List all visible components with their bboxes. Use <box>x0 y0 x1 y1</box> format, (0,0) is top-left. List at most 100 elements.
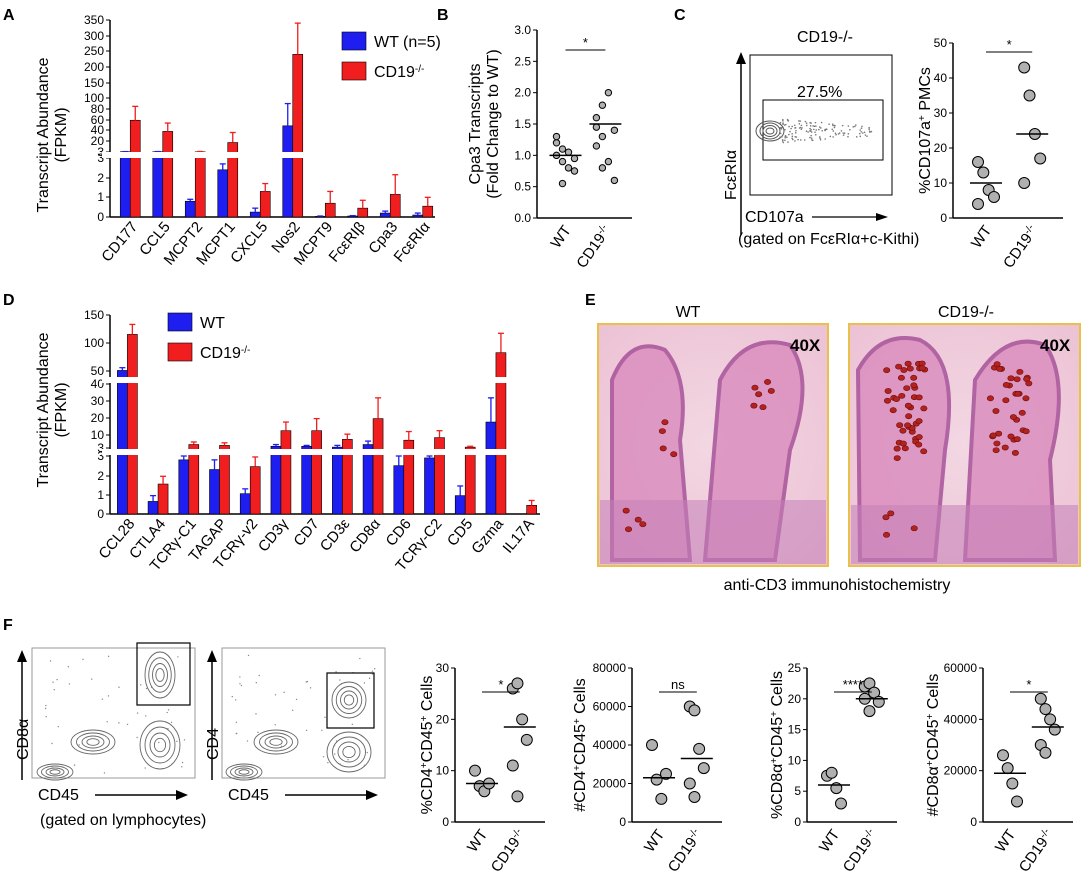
c-event-dot <box>835 133 837 136</box>
flow-plots-f: CD8α CD45 CD4 CD45 (gated on lymphocytes… <box>15 642 386 829</box>
F1-point-ko <box>511 790 524 803</box>
e-cd3-cell <box>759 404 767 411</box>
A-ytick-label: 150 <box>84 76 104 90</box>
f-event-dot <box>335 671 337 673</box>
e-cd3-cell <box>993 361 1001 368</box>
f-event-dot <box>247 654 250 657</box>
f-contour <box>153 737 167 753</box>
e-cd3-cell <box>904 360 912 367</box>
f-flow-contours <box>36 651 376 781</box>
e-cd3-cell <box>1022 395 1030 402</box>
chart-c: 0 10 20 30 40 50 WT CD19-/- * %CD107a+ PMCs <box>917 36 1063 271</box>
c-event-dot <box>809 121 811 124</box>
C-point-wt <box>988 191 1000 203</box>
C-ytick-label: 10 <box>934 176 948 190</box>
e-cd3-cell <box>901 445 909 452</box>
F2-ytick-label: 60000 <box>593 700 627 714</box>
A-legend-swatch <box>341 61 367 81</box>
F3-ytick-label: 20 <box>788 692 802 706</box>
f-contour <box>337 741 361 763</box>
f-event-dot <box>231 695 233 698</box>
A-legend-swatch <box>341 31 367 51</box>
f1-gate <box>136 642 191 706</box>
e-cd3-cell <box>884 388 892 394</box>
c-flow-frame <box>749 54 893 196</box>
c-flow-events <box>755 118 873 144</box>
c-event-dot <box>779 136 781 138</box>
F3-ytick-label: 15 <box>788 723 802 737</box>
f-contour <box>259 732 293 752</box>
A-legend-label: CD19-/- <box>374 64 424 82</box>
f-event-dot <box>67 666 70 668</box>
F2-ytick-label: 20000 <box>593 777 627 791</box>
D-bar-wt <box>485 421 497 515</box>
f-contour <box>234 767 254 777</box>
f-event-dot <box>363 682 366 684</box>
c-event-dot <box>825 128 828 131</box>
e-cd3-cell <box>670 451 678 458</box>
c-event-dot <box>804 120 807 123</box>
D-axis-break <box>102 377 540 383</box>
f-contour <box>230 765 258 779</box>
f-contour <box>144 651 176 699</box>
f-event-dot <box>181 766 183 768</box>
e-cd3-cell <box>658 428 666 434</box>
B-point-ko <box>592 114 601 122</box>
f2-x-arrowhead <box>366 790 378 800</box>
D-legend-swatch <box>167 312 193 332</box>
e-cd3-cell <box>899 427 907 434</box>
A-ytick-label: 100 <box>84 91 104 105</box>
f-event-dot <box>107 655 110 658</box>
c-event-dot <box>795 129 797 132</box>
f-gated-label: (gated on lymphocytes) <box>40 812 206 829</box>
F2-point-wt <box>655 792 668 805</box>
D-ytick-label: 3 <box>97 441 104 455</box>
c-event-dot <box>794 135 797 138</box>
A-legend-label: WT (n=5) <box>374 34 441 51</box>
F4-point-ko <box>1039 703 1052 716</box>
A-ytick-label: 200 <box>84 60 104 74</box>
B-point-wt <box>552 132 561 141</box>
c-flow-title: CD19-/- <box>797 29 853 46</box>
c-event-dot <box>854 125 856 128</box>
F4-point-ko <box>1039 746 1052 759</box>
B-ytick-label: 2.0 <box>514 86 531 100</box>
c-event-dot <box>800 128 803 131</box>
A-bar-ko <box>324 202 336 218</box>
A-ytick-label: 350 <box>84 13 104 27</box>
e-cd3-cell <box>910 382 918 389</box>
c-event-dot <box>855 136 858 138</box>
D-bar-wt <box>393 465 405 515</box>
D-ytick-label: 1 <box>97 488 104 502</box>
f-contour <box>45 767 65 777</box>
F2-point-ko <box>693 742 706 755</box>
c-event-dot <box>818 126 821 128</box>
a-ylabel-2: (FPKM) <box>53 107 70 162</box>
B-point-wt <box>564 148 573 156</box>
e-cd3-cell <box>1018 409 1026 416</box>
c-event-dot <box>794 132 797 134</box>
F4-point-wt <box>1011 795 1023 808</box>
B-point-ko <box>604 157 613 166</box>
c-event-dot <box>781 135 783 138</box>
e-cd3-cell <box>1002 397 1010 404</box>
c-event-dot <box>780 127 782 130</box>
D-category-label: IL17A <box>499 516 537 557</box>
f-event-dot <box>51 742 53 745</box>
B-point-wt <box>570 167 579 175</box>
e-cd3-cell <box>1013 376 1021 383</box>
D-ytick-label: 20 <box>91 411 105 425</box>
f-contour <box>225 763 263 781</box>
f-event-dot <box>257 731 259 734</box>
e-cd3-cell <box>764 379 772 385</box>
f-event-dot <box>57 725 60 728</box>
c-event-dot <box>794 140 796 142</box>
c-event-dot <box>843 132 846 134</box>
f-contour <box>326 731 372 773</box>
F1-ytick-label: 0 <box>442 815 449 829</box>
e-cd3-cell <box>996 365 1004 372</box>
B-ytick-label: 1.0 <box>514 148 531 162</box>
f-event-dot <box>183 739 186 741</box>
B-ylabel: (Fold Change to WT) <box>485 49 502 198</box>
c-event-dot <box>860 131 863 133</box>
